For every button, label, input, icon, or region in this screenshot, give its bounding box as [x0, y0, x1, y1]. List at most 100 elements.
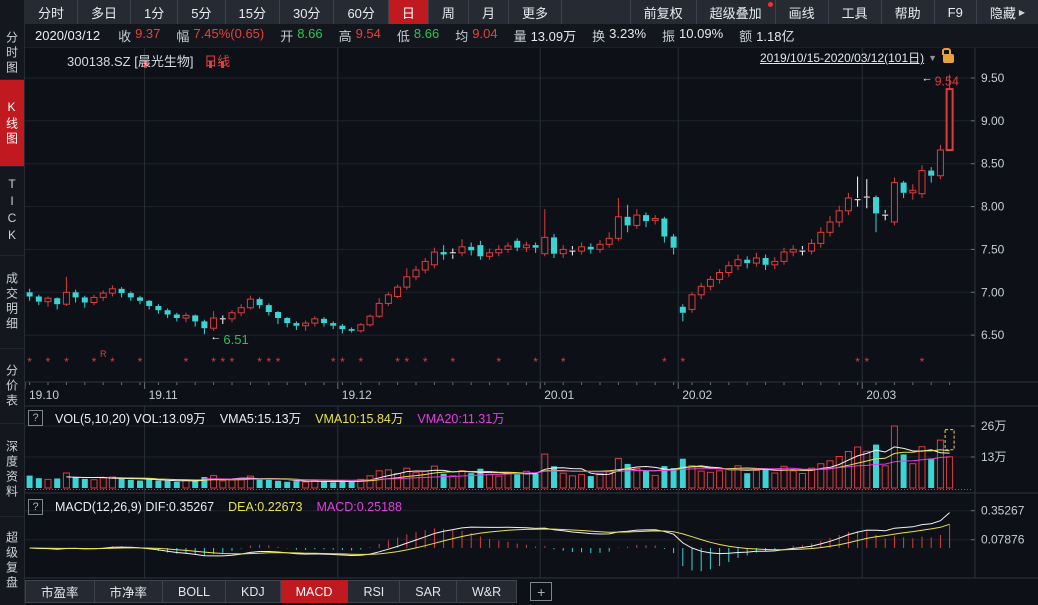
svg-text:*: *: [64, 355, 69, 369]
tab-monthly[interactable]: 月: [469, 0, 509, 24]
svg-text:*: *: [27, 355, 32, 369]
period-label: 日线: [204, 54, 231, 69]
quote-field-turnover: 换 3.23%: [592, 26, 647, 44]
quote-bar: 2020/03/12 收 9.37 幅 7.45%(0.65) 开 8.66 高 9.5…: [25, 24, 1038, 48]
svg-text:7.00: 7.00: [981, 285, 1005, 299]
tab-wr[interactable]: W&R: [456, 580, 518, 603]
quote-field-high: 高 9.54: [338, 26, 381, 44]
tab-pe[interactable]: 市盈率: [25, 580, 95, 603]
btn-draw-line[interactable]: 画线: [774, 0, 828, 24]
svg-text:*: *: [662, 355, 667, 369]
svg-text:6.51: 6.51: [223, 332, 248, 347]
date-range-text: 2019/10/15-2020/03/12(101日): [760, 51, 925, 65]
btn-f9[interactable]: F9: [933, 0, 976, 24]
svg-text:19.10: 19.10: [29, 388, 59, 402]
notification-dot-icon: [767, 2, 773, 7]
svg-text:8.00: 8.00: [981, 200, 1005, 214]
svg-text:R: R: [100, 349, 107, 359]
tab-1min[interactable]: 1分: [131, 0, 179, 24]
btn-help[interactable]: 帮助: [880, 0, 934, 24]
left-sidebar: 分时图 K线图 TICK 成交明细 分价表 深度资料 超级复盘: [0, 0, 25, 605]
tab-60min[interactable]: 60分: [334, 0, 389, 24]
svg-text:*: *: [340, 355, 345, 369]
svg-text:*: *: [276, 355, 281, 369]
help-icon[interactable]: ?: [28, 499, 43, 515]
svg-text:*: *: [864, 355, 869, 369]
quote-field-change: 幅 7.45%(0.65): [176, 26, 265, 44]
svg-text:*: *: [230, 355, 235, 369]
svg-text:*: *: [257, 355, 262, 369]
tab-5min[interactable]: 5分: [178, 0, 226, 24]
svg-text:20.02: 20.02: [682, 388, 712, 402]
stock-code: 300138.SZ: [67, 54, 131, 69]
lock-open-icon[interactable]: [942, 48, 955, 63]
tab-more[interactable]: 更多: [509, 0, 562, 24]
quote-field-amplitude: 振 10.09%: [662, 26, 724, 44]
tab-pb[interactable]: 市净率: [94, 580, 164, 603]
tab-sar[interactable]: SAR: [400, 580, 457, 603]
indicator-tab-bar: 市盈率 市净率 BOLL KDJ MACD RSI SAR W&R +: [25, 580, 553, 603]
svg-text:0.07876: 0.07876: [981, 533, 1025, 547]
help-icon[interactable]: ?: [28, 409, 43, 426]
svg-text:13万: 13万: [981, 450, 1006, 464]
svg-text:*: *: [920, 355, 925, 369]
svg-text:*: *: [266, 355, 271, 369]
svg-text:*: *: [92, 355, 97, 369]
tab-rsi[interactable]: RSI: [348, 580, 401, 603]
sidebar-item-trade-detail[interactable]: 成交明细: [0, 256, 24, 349]
btn-tools[interactable]: 工具: [827, 0, 881, 24]
quote-field-close: 收 9.37: [118, 26, 161, 44]
tab-30min[interactable]: 30分: [280, 0, 335, 24]
svg-text:*: *: [423, 355, 428, 369]
kline-chart[interactable]: 9.50 9.00 8.50 8.00 7.50 7.00 6.50 26万 13万 0.3526…: [25, 48, 1038, 580]
btn-super-overlay[interactable]: 超级叠加: [695, 0, 775, 24]
tab-kdj[interactable]: KDJ: [226, 580, 281, 603]
svg-text:19.12: 19.12: [342, 388, 372, 402]
svg-text:20.01: 20.01: [544, 388, 574, 402]
quote-field-volume: 量 13.09万: [513, 29, 577, 44]
svg-text:9.00: 9.00: [981, 114, 1005, 128]
sidebar-item-kline[interactable]: K线图: [0, 80, 24, 167]
svg-text:*: *: [450, 355, 455, 369]
quote-field-amount: 额 1.18亿: [739, 29, 795, 44]
vma20-label: VMA20:11.31万: [417, 412, 505, 426]
sidebar-item-super-replay[interactable]: 超级复盘: [4, 531, 19, 591]
quote-field-avg: 均 9.04: [455, 26, 498, 44]
tab-daily[interactable]: 日: [388, 0, 429, 24]
svg-text:20.03: 20.03: [866, 388, 896, 402]
tab-15min[interactable]: 15分: [226, 0, 280, 24]
vma5-label: VMA5:15.13万: [219, 412, 302, 426]
tab-multiday[interactable]: 多日: [78, 0, 132, 24]
macd-panel-header: ? MACD(12,26,9) DIF:0.35267 DEA:0.22673 …: [28, 499, 402, 515]
svg-text:8.50: 8.50: [981, 157, 1005, 171]
quote-date: 2020/03/12: [35, 28, 101, 43]
vma10-label: VMA10:15.84万: [315, 412, 404, 426]
sidebar-item-intraday[interactable]: 分时图: [0, 27, 24, 80]
btn-forward-adjust[interactable]: 前复权: [629, 0, 696, 24]
chevron-down-icon[interactable]: ▼: [928, 52, 938, 63]
svg-text:0.35267: 0.35267: [981, 504, 1025, 518]
svg-text:*: *: [220, 355, 225, 369]
arrow-right-icon: ▶: [1018, 7, 1025, 17]
svg-text:*: *: [110, 355, 115, 369]
svg-text:9.54: 9.54: [935, 75, 959, 89]
date-range-selector[interactable]: 2019/10/15-2020/03/12(101日) ▼: [760, 48, 955, 66]
tab-fenshi[interactable]: 分时: [25, 0, 79, 24]
sidebar-item-price-table[interactable]: 分价表: [0, 349, 24, 424]
sidebar-item-tick[interactable]: TICK: [0, 167, 24, 256]
volume-panel-header: ? VOL(5,10,20) VOL:13.09万 VMA5:15.13万 VM…: [28, 408, 505, 427]
svg-text:*: *: [561, 355, 566, 369]
svg-text:*: *: [331, 355, 336, 369]
add-indicator-button[interactable]: +: [530, 582, 553, 601]
stock-name: [晨光生物]: [134, 54, 194, 69]
tab-macd[interactable]: MACD: [280, 580, 349, 603]
dea-label: DEA:0.22673: [228, 500, 303, 514]
tab-weekly[interactable]: 周: [429, 0, 469, 24]
tab-boll[interactable]: BOLL: [163, 580, 226, 603]
quote-field-low: 低 8.66: [396, 26, 440, 44]
svg-text:*: *: [184, 355, 189, 369]
sidebar-item-depth-info[interactable]: 深度资料: [0, 424, 24, 517]
svg-text:←: ←: [922, 73, 933, 85]
btn-hide[interactable]: 隐藏 ▶: [975, 0, 1038, 24]
